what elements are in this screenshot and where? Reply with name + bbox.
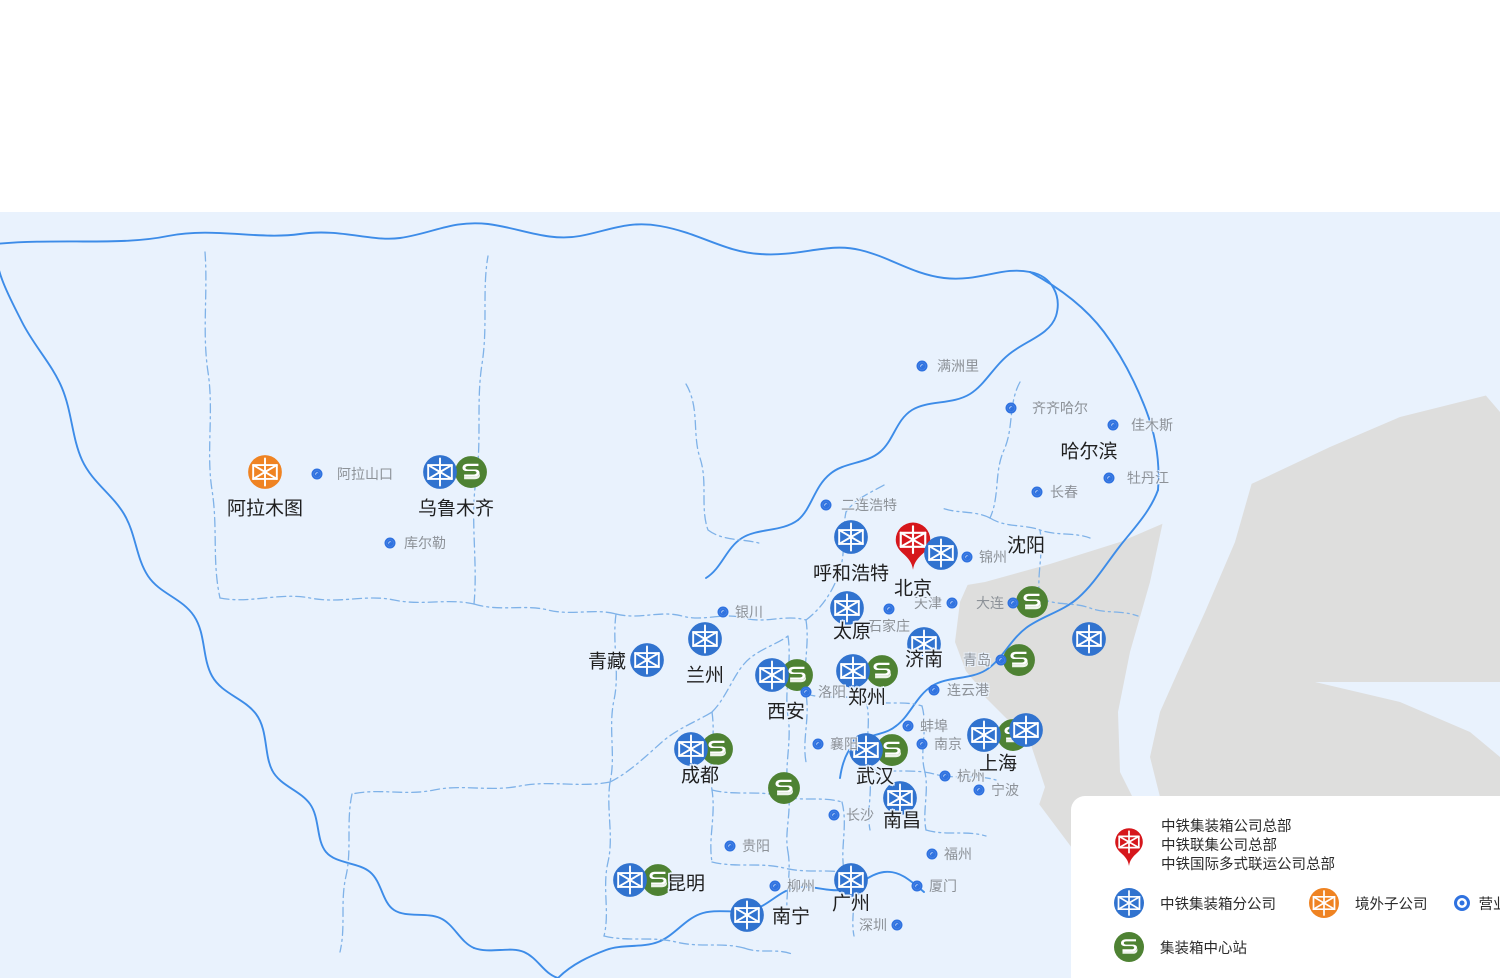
branch-marker[interactable] xyxy=(612,862,648,898)
legend-center-station-label: 集装箱中心站 xyxy=(1160,940,1247,957)
office-dot-icon[interactable] xyxy=(812,738,824,750)
branch-marker[interactable] xyxy=(906,626,942,662)
legend-overseas: 境外子公司 xyxy=(1302,887,1428,919)
branch-marker[interactable] xyxy=(882,780,918,816)
office-dot-icon[interactable] xyxy=(902,720,914,732)
office-dot-icon[interactable] xyxy=(717,606,729,618)
center-station-icon xyxy=(1107,931,1151,963)
office-dot-icon[interactable] xyxy=(311,468,323,480)
office-dot-icon[interactable] xyxy=(926,848,938,860)
overseas-circle-icon xyxy=(1302,887,1346,919)
branch-marker[interactable] xyxy=(673,731,709,767)
branch-marker[interactable] xyxy=(833,519,869,555)
office-dot-icon[interactable] xyxy=(946,597,958,609)
branch-marker[interactable] xyxy=(833,862,869,898)
office-dot-icon[interactable] xyxy=(961,551,973,563)
office-dot-icon[interactable] xyxy=(1107,419,1119,431)
branch-marker[interactable] xyxy=(1071,621,1107,657)
office-dot-icon[interactable] xyxy=(1005,402,1017,414)
branch-marker[interactable] xyxy=(754,657,790,693)
hq-pin-marker[interactable] xyxy=(894,521,932,571)
office-dot-icon xyxy=(1453,895,1470,911)
branch-circle-icon xyxy=(1107,887,1151,919)
center-station-marker[interactable] xyxy=(875,733,909,767)
branch-marker[interactable] xyxy=(629,642,665,678)
legend-branch-label: 中铁集装箱分公司 xyxy=(1160,896,1276,913)
office-dot-icon[interactable] xyxy=(769,880,781,892)
office-dot-icon[interactable] xyxy=(995,654,1007,666)
office-dot-icon[interactable] xyxy=(916,360,928,372)
branch-marker[interactable] xyxy=(966,717,1002,753)
legend-row-headquarters: 中铁集装箱公司总部 中铁联集公司总部 中铁国际多式联运公司总部 xyxy=(1107,818,1500,875)
center-station-marker[interactable] xyxy=(1002,643,1036,677)
branch-marker[interactable] xyxy=(829,590,865,626)
legend-hq-line-3: 中铁国际多式联运公司总部 xyxy=(1161,857,1335,873)
office-dot-icon[interactable] xyxy=(1007,597,1019,609)
office-dot-icon[interactable] xyxy=(724,840,736,852)
national-border xyxy=(0,222,1160,779)
branch-marker[interactable] xyxy=(923,535,959,571)
office-dot-icon[interactable] xyxy=(384,537,396,549)
center-station-marker[interactable] xyxy=(641,863,675,897)
overseas-marker[interactable] xyxy=(247,454,283,490)
hq-pin-icon xyxy=(1107,827,1151,867)
branch-marker[interactable] xyxy=(422,454,458,490)
legend-row-branches: 中铁集装箱分公司 xyxy=(1107,887,1500,919)
office-dot-icon[interactable] xyxy=(800,686,812,698)
branch-marker[interactable] xyxy=(835,653,871,689)
office-dot-icon[interactable] xyxy=(973,784,985,796)
legend-row-center-station: 集装箱中心站 xyxy=(1107,931,1500,963)
office-dot-icon[interactable] xyxy=(928,684,940,696)
branch-marker[interactable] xyxy=(729,897,765,933)
office-dot-icon[interactable] xyxy=(891,919,903,931)
center-station-marker[interactable] xyxy=(454,455,488,489)
center-station-marker[interactable] xyxy=(780,658,814,692)
office-dot-icon[interactable] xyxy=(916,738,928,750)
center-station-marker[interactable] xyxy=(865,654,899,688)
office-dot-icon[interactable] xyxy=(939,770,951,782)
branch-marker[interactable] xyxy=(1008,712,1044,748)
office-dot-icon[interactable] xyxy=(911,880,923,892)
legend-overseas-label: 境外子公司 xyxy=(1355,896,1428,913)
office-dot-icon[interactable] xyxy=(820,499,832,511)
legend-hq-line-2: 中铁联集公司总部 xyxy=(1161,838,1277,854)
legend-branch: 中铁集装箱分公司 xyxy=(1107,887,1276,919)
office-dot-icon[interactable] xyxy=(1103,472,1115,484)
branch-marker[interactable] xyxy=(848,732,884,768)
office-dot-icon[interactable] xyxy=(1031,486,1043,498)
office-dot-icon[interactable] xyxy=(828,809,840,821)
legend-office: 营业部 xyxy=(1453,893,1500,914)
map-legend: 中铁集装箱公司总部 中铁联集公司总部 中铁国际多式联运公司总部 xyxy=(1071,796,1500,978)
legend-hq-line-1: 中铁集装箱公司总部 xyxy=(1161,819,1292,835)
branch-marker[interactable] xyxy=(687,621,723,657)
office-dot-icon[interactable] xyxy=(883,603,895,615)
center-station-marker[interactable] xyxy=(700,732,734,766)
center-station-marker[interactable] xyxy=(767,771,801,805)
center-station-marker[interactable] xyxy=(1015,585,1049,619)
legend-office-label: 营业部 xyxy=(1478,896,1500,913)
